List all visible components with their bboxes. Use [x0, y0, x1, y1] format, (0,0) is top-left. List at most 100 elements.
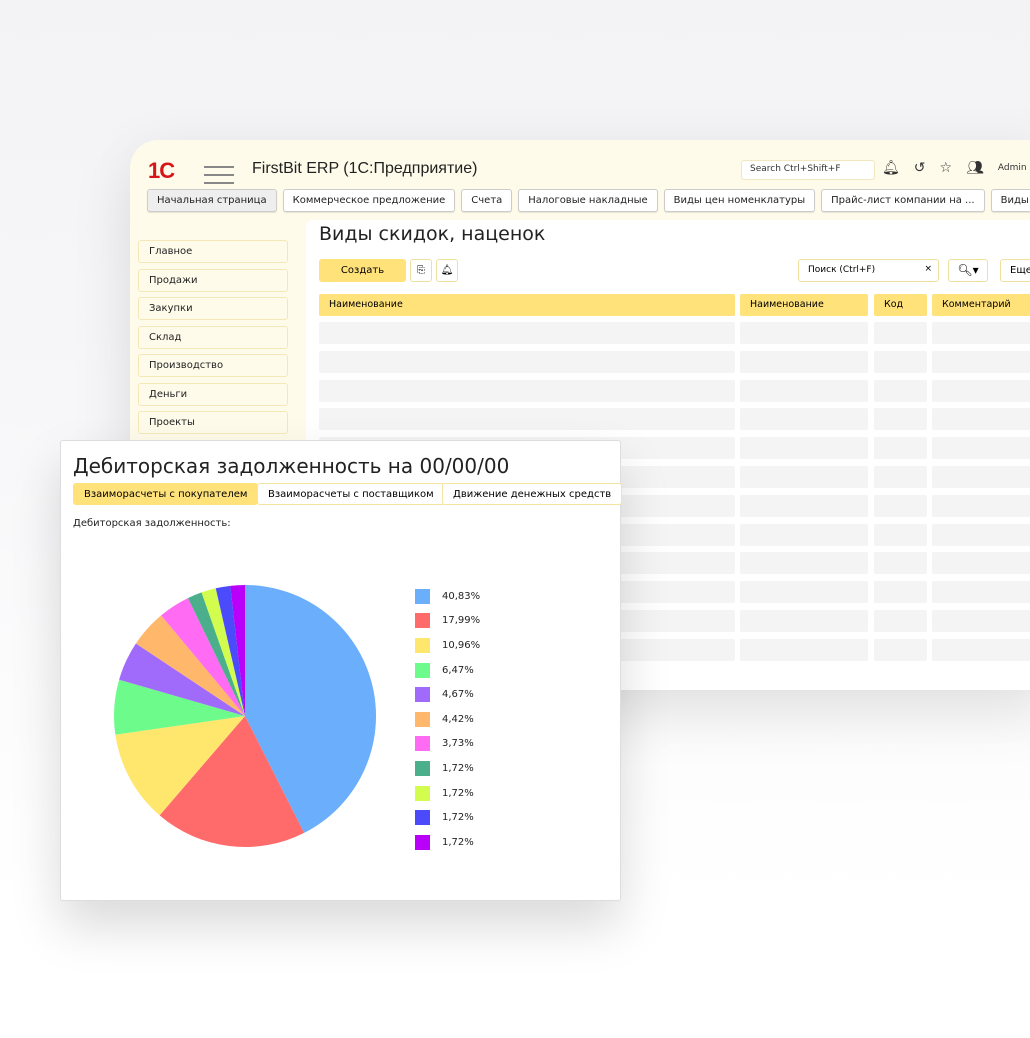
tab[interactable]: Налоговые накладные	[518, 189, 658, 212]
chart-label: Дебиторская задолженность:	[73, 518, 231, 529]
table-cell[interactable]	[874, 581, 927, 604]
tab-customers[interactable]: Взаиморасчеты с покупателем	[73, 483, 259, 505]
table-cell[interactable]	[932, 408, 1030, 431]
column-header[interactable]: Код	[874, 294, 927, 316]
table-cell[interactable]	[932, 350, 1030, 373]
table-cell[interactable]	[932, 437, 1030, 460]
pie-slice[interactable]	[201, 588, 245, 716]
pie-slice[interactable]	[245, 585, 376, 833]
global-search-input[interactable]: Search Ctrl+Shift+F	[741, 160, 875, 180]
legend-item: 3,73%	[415, 732, 480, 757]
table-cell[interactable]	[874, 350, 927, 373]
table-cell[interactable]	[740, 322, 868, 344]
create-button[interactable]: Создать	[319, 259, 406, 282]
table-cell[interactable]	[740, 466, 868, 488]
bell-icon[interactable]: 🔔︎	[882, 160, 900, 176]
legend-item: 4,42%	[415, 707, 480, 732]
tab[interactable]: Счета	[461, 189, 513, 212]
legend-swatch	[415, 760, 430, 776]
table-cell[interactable]	[874, 610, 927, 632]
sidebar-item[interactable]: Главное	[138, 240, 288, 263]
legend-swatch	[415, 834, 430, 850]
tab[interactable]: Коммерческое предложение	[282, 189, 456, 212]
tab[interactable]: Виды цен номенклатуры	[663, 189, 816, 212]
table-cell[interactable]	[874, 466, 927, 488]
bell-icon[interactable]: 🔔︎	[436, 259, 458, 282]
column-header[interactable]: Наименование	[319, 294, 735, 316]
table-cell[interactable]	[932, 552, 1030, 575]
table-cell[interactable]	[740, 350, 868, 373]
table-cell[interactable]	[319, 350, 735, 373]
user-name[interactable]: Admin	[997, 163, 1027, 173]
legend-swatch	[415, 810, 430, 826]
clear-icon[interactable]: ×	[924, 264, 932, 274]
table-cell[interactable]	[932, 581, 1030, 604]
table-cell[interactable]	[932, 322, 1030, 344]
legend-swatch	[415, 736, 430, 752]
table-cell[interactable]	[874, 638, 927, 661]
column-header[interactable]: Комментарий	[932, 294, 1030, 316]
table-cell[interactable]	[932, 638, 1030, 661]
legend-label: 17,99%	[442, 615, 481, 627]
more-button[interactable]: Еще	[1000, 259, 1030, 282]
table-cell[interactable]	[932, 466, 1030, 488]
table-cell[interactable]	[740, 638, 868, 661]
pie-slice[interactable]	[187, 592, 245, 716]
pie-slice[interactable]	[215, 585, 245, 716]
table-cell[interactable]	[874, 494, 927, 517]
page-title: Виды скидок, наценок	[319, 223, 546, 245]
table-cell[interactable]	[319, 408, 735, 431]
add-file-icon[interactable]: ⎘	[410, 259, 432, 282]
history-icon[interactable]: ↺	[913, 160, 926, 176]
table-cell[interactable]	[740, 408, 868, 431]
star-icon[interactable]: ☆	[939, 160, 953, 176]
table-cell[interactable]	[932, 523, 1030, 546]
tab-cash-flow[interactable]: Движение денежных средств	[442, 483, 623, 505]
table-cell[interactable]	[740, 610, 868, 632]
table-cell[interactable]	[740, 437, 868, 460]
pie-slice[interactable]	[113, 679, 245, 735]
sidebar-item[interactable]: Производство	[138, 354, 288, 377]
search-options-button[interactable]: 🔍︎▾	[948, 259, 988, 282]
table-cell[interactable]	[874, 408, 927, 431]
tab[interactable]: Начальная страница	[147, 189, 277, 212]
pie-slice[interactable]	[135, 615, 245, 716]
pie-slice[interactable]	[119, 643, 245, 716]
table-cell[interactable]	[874, 552, 927, 575]
table-cell[interactable]	[874, 437, 927, 460]
table-cell[interactable]	[932, 494, 1030, 517]
table-cell[interactable]	[319, 322, 735, 344]
users-icon[interactable]: 👥︎	[966, 160, 984, 176]
tab[interactable]: Виды скидо	[990, 189, 1030, 212]
pie-slice[interactable]	[115, 716, 245, 816]
table-cell[interactable]	[740, 494, 868, 517]
table-cell[interactable]	[874, 379, 927, 402]
pie-slice[interactable]	[230, 585, 245, 716]
table-cell[interactable]	[319, 379, 735, 402]
table-cell[interactable]	[740, 379, 868, 402]
legend-item: 1,72%	[415, 756, 480, 781]
table-cell[interactable]	[740, 581, 868, 604]
tab-suppliers[interactable]: Взаиморасчеты с поставщиком	[257, 483, 445, 505]
sidebar-item[interactable]: Склад	[138, 325, 288, 349]
legend-item: 6,47%	[415, 658, 480, 683]
table-cell[interactable]	[874, 523, 927, 546]
menu-icon[interactable]	[204, 160, 234, 190]
table-cell[interactable]	[740, 552, 868, 575]
table-cell[interactable]	[874, 322, 927, 344]
legend-swatch	[415, 785, 430, 801]
column-header[interactable]: Наименование	[740, 294, 868, 316]
sidebar-item[interactable]: Проекты	[138, 411, 288, 434]
table-cell[interactable]	[740, 523, 868, 546]
tab[interactable]: Прайс-лист компании на ...	[821, 189, 985, 212]
table-cell[interactable]	[932, 610, 1030, 632]
sidebar-item[interactable]: Закупки	[138, 297, 288, 320]
pie-slice[interactable]	[159, 716, 305, 847]
legend-item: 1,72%	[415, 805, 480, 830]
sidebar-item[interactable]: Продажи	[138, 268, 288, 292]
list-search-input[interactable]: Поиск (Ctrl+F) ×	[798, 259, 939, 282]
sidebar-item[interactable]: Деньги	[138, 382, 288, 406]
report-card: Дебиторская задолженность на 00/00/00 Вз…	[60, 440, 623, 901]
pie-slice[interactable]	[161, 598, 245, 716]
table-cell[interactable]	[932, 379, 1030, 402]
